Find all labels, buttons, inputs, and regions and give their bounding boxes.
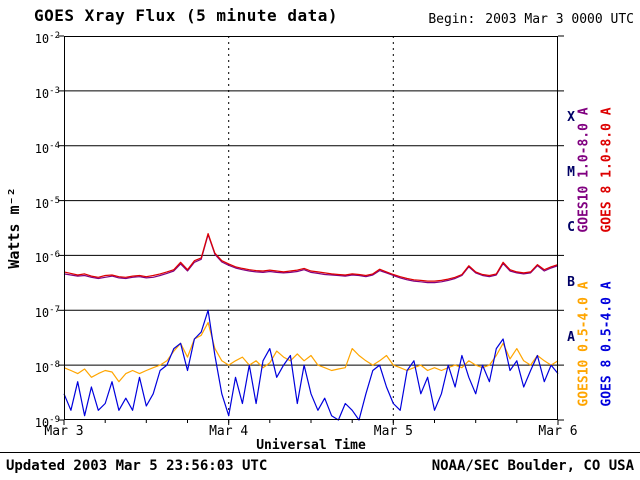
series-goes10-long [63, 234, 559, 284]
series-goes8-long [63, 233, 559, 282]
series-goes8-short [63, 309, 559, 421]
series-goes10-short [63, 321, 559, 383]
